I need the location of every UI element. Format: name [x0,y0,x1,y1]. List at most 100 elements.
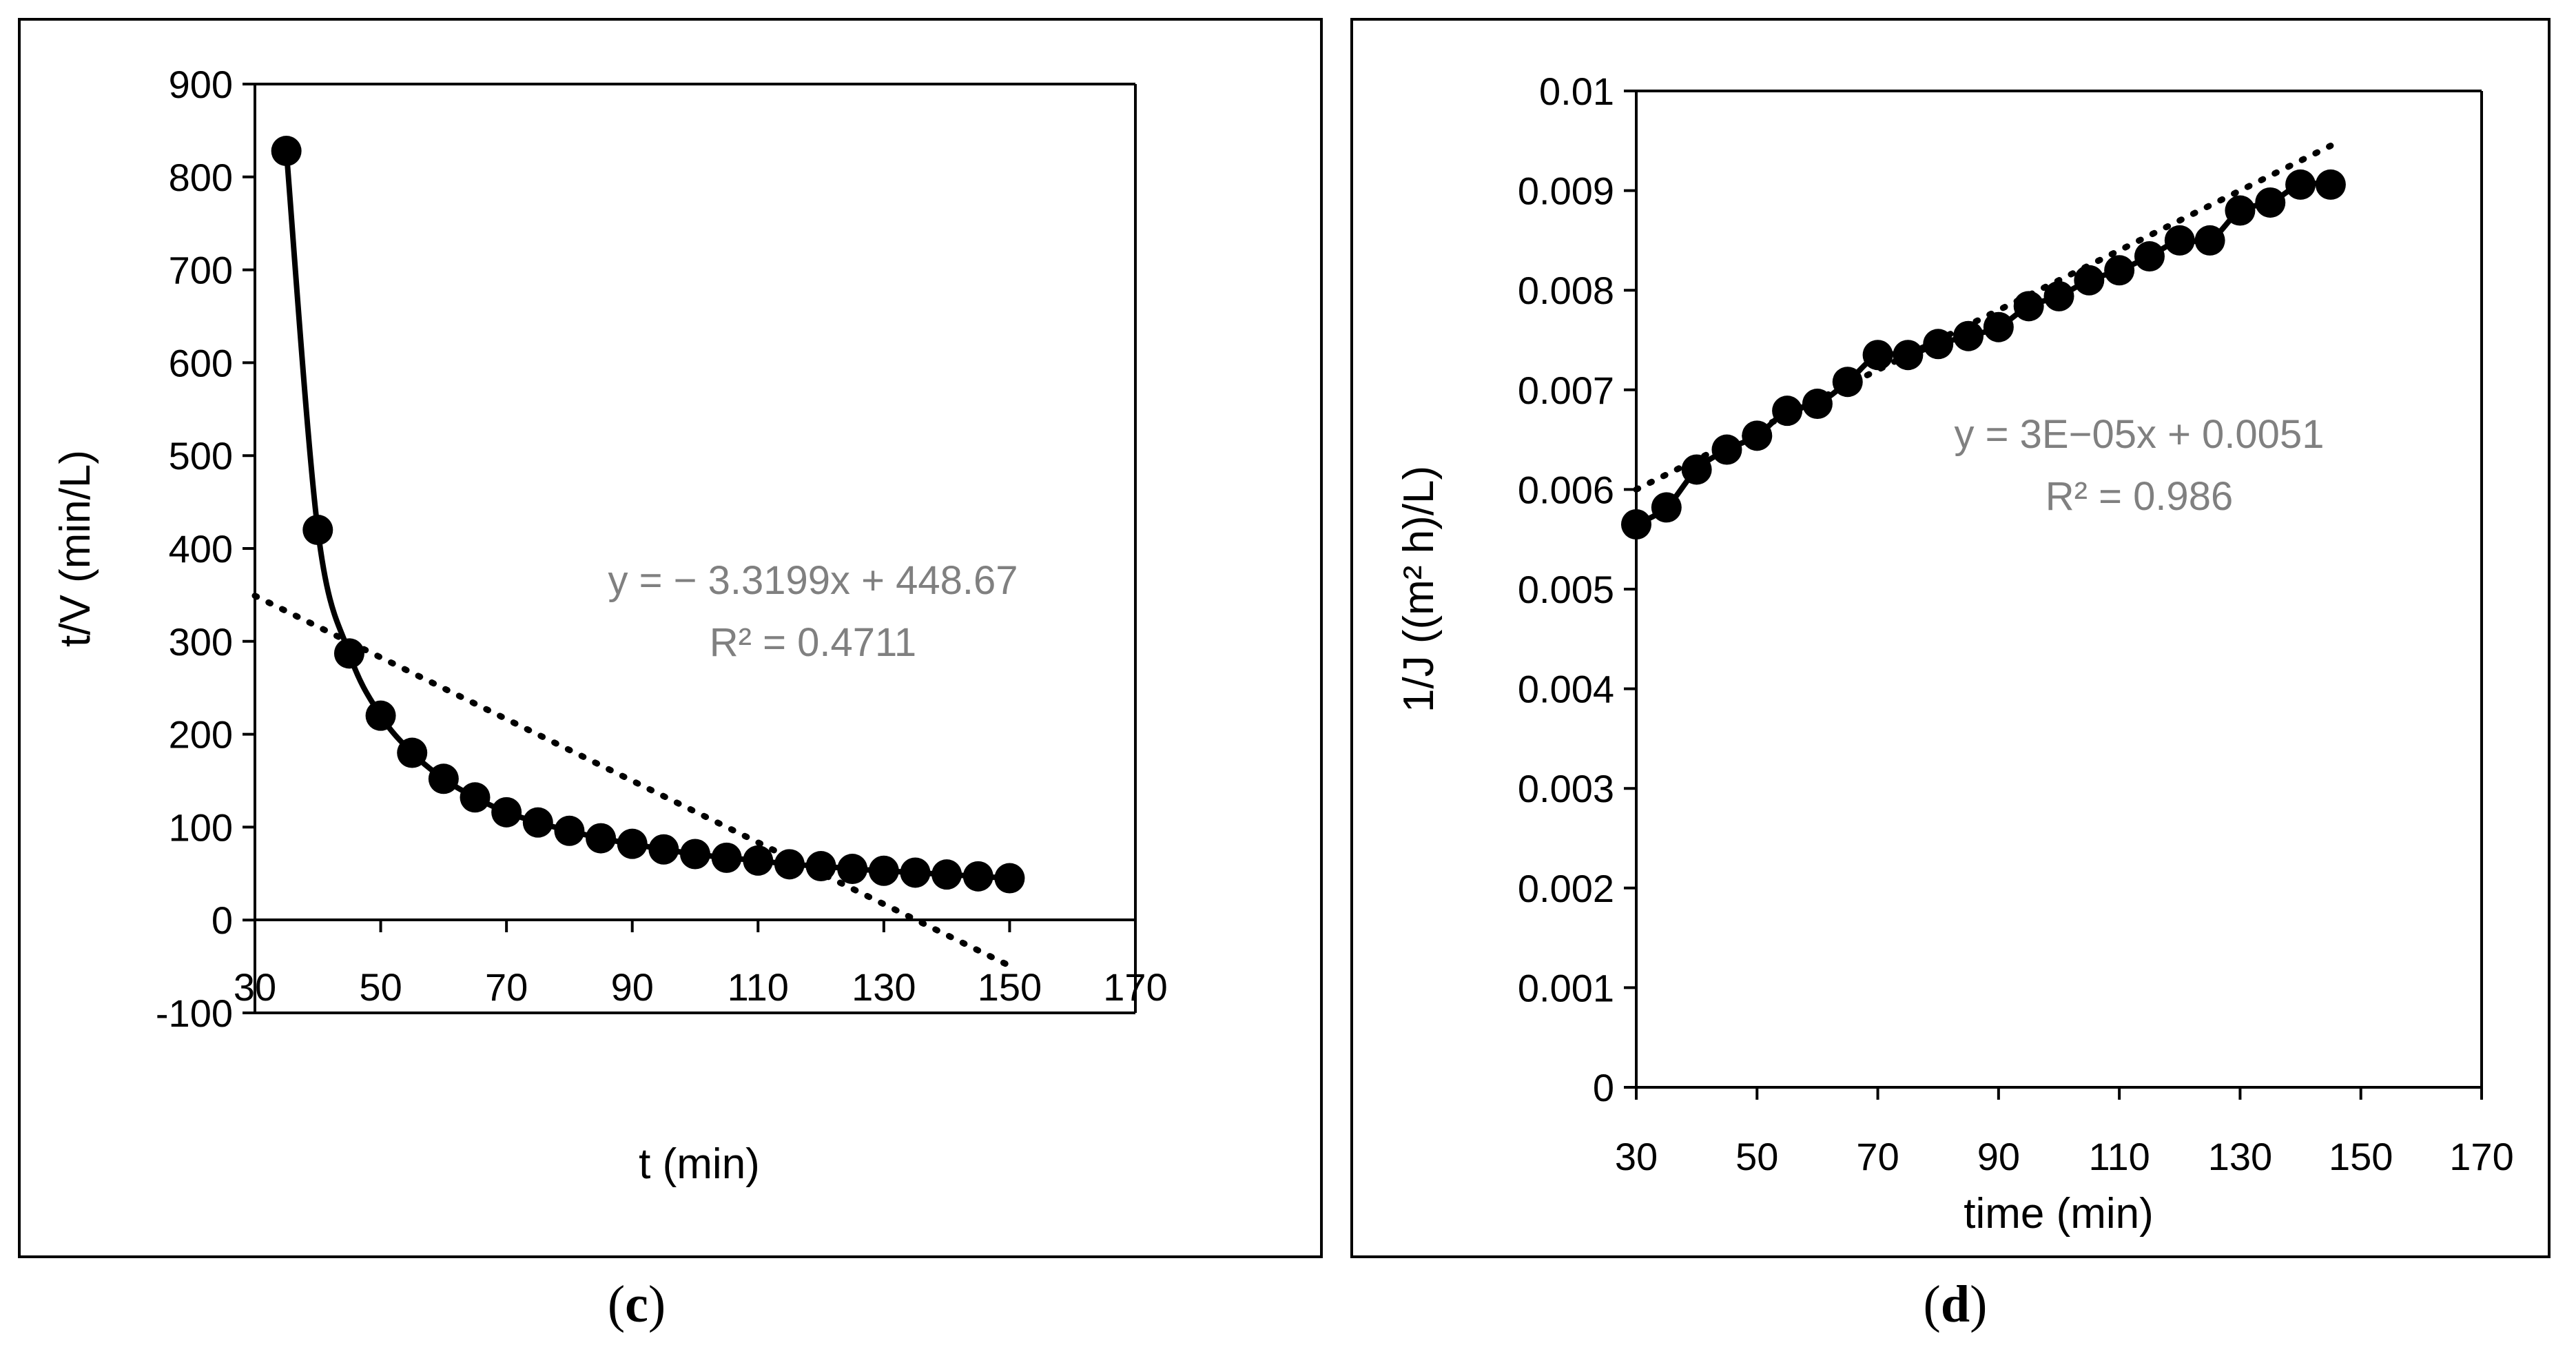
y-tick-label: 0 [1593,1066,1614,1109]
data-point [680,839,710,870]
y-tick-label: 600 [169,341,233,384]
data-point [1862,340,1893,371]
data-point [2104,255,2135,286]
data-point [302,515,333,546]
x-tick-label: 50 [1735,1135,1778,1178]
data-point [333,638,364,669]
y-tick-label: 500 [169,434,233,478]
data-point [1832,367,1863,398]
data-point [1802,389,1833,420]
y-tick-label: 900 [169,63,233,106]
x-tick-label: 150 [2329,1135,2393,1178]
x-tick-label: 90 [611,965,654,1009]
data-point [2043,280,2074,311]
data-point [2315,169,2346,200]
data-point [743,845,774,876]
data-point [1621,509,1651,540]
data-point [2194,225,2225,256]
data-point [1651,492,1682,523]
x-tick-label: 170 [1103,965,1167,1009]
data-point [617,828,648,859]
y-tick-label: 0.001 [1518,966,1614,1009]
data-point [2074,265,2105,296]
data-point [365,700,396,731]
panel-d-y-axis-title: 1/J ((m² h)/L) [1395,466,1443,712]
linear-trendline [251,593,1013,969]
data-point [1953,320,1984,351]
data-point [837,854,868,885]
panel-c-caption: (c) [608,1275,666,1333]
chart-panel-c: 900 800 700 600 500 400 300 200 100 0 -100 30 50 70 9… [18,18,1323,1333]
data-point [2013,291,2044,322]
data-point [2225,195,2256,226]
data-point [1711,434,1742,465]
x-tick-label: 150 [978,965,1042,1009]
y-tick-label: 0.01 [1539,70,1614,113]
x-tick-label: 170 [2449,1135,2513,1178]
data-point [460,782,491,813]
panel-d-label: d [1941,1275,1970,1333]
y-tick-label: 100 [169,805,233,849]
x-tick-label: 130 [2208,1135,2272,1178]
data-point [900,857,931,888]
data-point [2134,241,2165,272]
data-point [962,861,993,892]
data-point [522,807,553,838]
chart-panel-d: 0.01 0.009 0.008 0.007 0.006 0.005 0.004 0.003 0… [1350,18,2551,1333]
y-tick-label: 0.004 [1518,668,1614,711]
data-point [2255,187,2286,218]
data-point [1742,420,1773,451]
x-tick-label: 110 [2089,1135,2150,1178]
panel-c-label: c [625,1275,648,1333]
data-point [774,849,805,880]
data-point [868,855,899,886]
data-point [2164,225,2195,256]
panel-c-y-axis-title: t/V (min/L) [52,450,99,647]
data-point [1772,396,1803,427]
panel-c-trendline-r2: R² = 0.4711 [710,620,916,665]
data-point [648,834,679,865]
x-tick-label: 30 [234,965,276,1009]
panel-c-border [18,18,1323,1258]
data-point [2285,169,2316,200]
data-point [1983,311,2014,342]
y-tick-label: 200 [169,713,233,757]
y-tick-label: -100 [156,992,233,1035]
y-tick-label: 0.009 [1518,170,1614,213]
data-point [586,823,617,854]
y-tick-label: 0.007 [1518,369,1614,412]
data-point [1893,340,1924,371]
panel-d-x-axis-title: time (min) [1964,1190,2154,1238]
y-tick-label: 0 [212,899,233,942]
data-point [1923,329,1954,360]
data-point [554,815,585,846]
x-tick-label: 130 [852,965,916,1009]
data-point [491,797,522,828]
x-tick-label: 110 [728,965,789,1009]
y-tick-label: 700 [169,249,233,292]
y-tick-label: 0.005 [1518,568,1614,611]
y-tick-label: 0.008 [1518,269,1614,312]
panel-c-trendline-equation: y = − 3.3199x + 448.67 [608,558,1018,603]
panel-c-x-axis-title: t (min) [639,1140,760,1188]
y-tick-label: 300 [169,620,233,664]
y-tick-label: 800 [169,156,233,199]
x-tick-label: 70 [485,965,528,1009]
data-point [397,737,428,768]
x-tick-label: 70 [1856,1135,1899,1178]
data-point [271,136,302,167]
y-tick-label: 0.003 [1518,767,1614,810]
data-point [428,763,459,794]
y-tick-label: 400 [169,527,233,571]
x-tick-label: 90 [1977,1135,2020,1178]
x-tick-label: 50 [359,965,402,1009]
panel-d-caption: (d) [1924,1275,1988,1333]
x-tick-label: 30 [1615,1135,1658,1178]
data-point [931,859,962,890]
panel-d-trendline-equation: y = 3E−05x + 0.0051 [1955,412,2325,457]
y-tick-label: 0.002 [1518,867,1614,910]
data-point [805,851,836,882]
data-point [1681,454,1712,485]
panel-d-border [1350,18,2551,1258]
